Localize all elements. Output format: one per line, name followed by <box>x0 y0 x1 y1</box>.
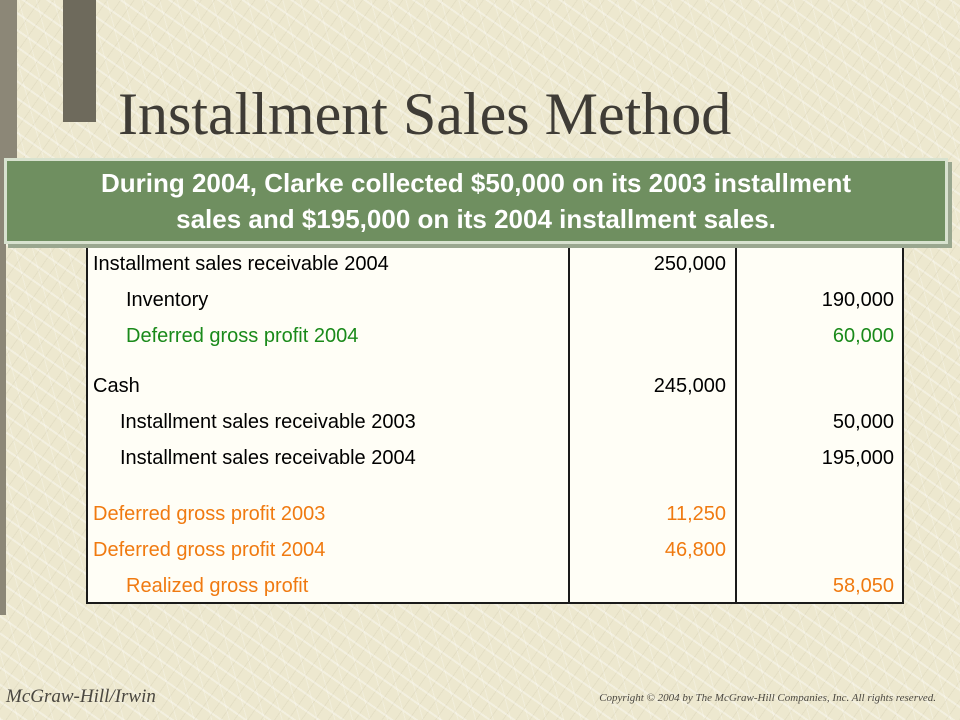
debit-amount: 250,000 <box>653 253 726 275</box>
column-divider <box>568 228 570 602</box>
slide-title: Installment Sales Method <box>118 81 732 147</box>
journal-entry-table: Installment sales receivable 2004 250,00… <box>86 226 904 604</box>
callout-line: sales and $195,000 on its 2004 installme… <box>176 204 776 234</box>
decorative-bar <box>0 165 6 615</box>
debit-amount: 245,000 <box>653 375 726 397</box>
account-name: Installment sales receivable 2003 <box>120 411 416 433</box>
table-row: Deferred gross profit 2004 46,800 <box>88 532 902 568</box>
copyright-notice: Copyright © 2004 by The McGraw-Hill Comp… <box>599 692 936 704</box>
credit-amount: 50,000 <box>832 411 894 433</box>
account-name: Installment sales receivable 2004 <box>93 253 389 275</box>
table-row: Installment sales receivable 2004 195,00… <box>88 440 902 476</box>
debit-amount: 11,250 <box>666 503 726 525</box>
table-row: Deferred gross profit 2004 60,000 <box>88 318 902 354</box>
credit-amount: 60,000 <box>832 325 894 347</box>
decorative-block <box>63 0 96 122</box>
publisher-label: McGraw-Hill/Irwin <box>6 686 156 707</box>
callout-line: During 2004, Clarke collected $50,000 on… <box>100 168 851 198</box>
table-row: Installment sales receivable 2003 50,000 <box>88 404 902 440</box>
decorative-bar <box>0 0 17 165</box>
column-divider <box>735 228 737 602</box>
account-name: Installment sales receivable 2004 <box>120 447 416 469</box>
credit-amount: 195,000 <box>821 447 894 469</box>
table-row: Deferred gross profit 2003 11,250 <box>88 496 902 532</box>
account-name: Deferred gross profit 2004 <box>126 325 359 347</box>
account-name: Cash <box>93 375 140 397</box>
account-name: Deferred gross profit 2004 <box>93 539 326 561</box>
credit-amount: 58,050 <box>832 575 894 597</box>
callout-box: During 2004, Clarke collected $50,000 on… <box>4 158 948 244</box>
table-row: Inventory 190,000 <box>88 282 902 318</box>
table-row: Realized gross profit 58,050 <box>88 568 902 604</box>
table-row: Cash 245,000 <box>88 368 902 404</box>
table-row: Installment sales receivable 2004 250,00… <box>88 246 902 282</box>
account-name: Realized gross profit <box>126 575 309 597</box>
credit-amount: 190,000 <box>821 289 894 311</box>
account-name: Deferred gross profit 2003 <box>93 503 326 525</box>
account-name: Inventory <box>126 289 209 311</box>
debit-amount: 46,800 <box>664 539 726 561</box>
